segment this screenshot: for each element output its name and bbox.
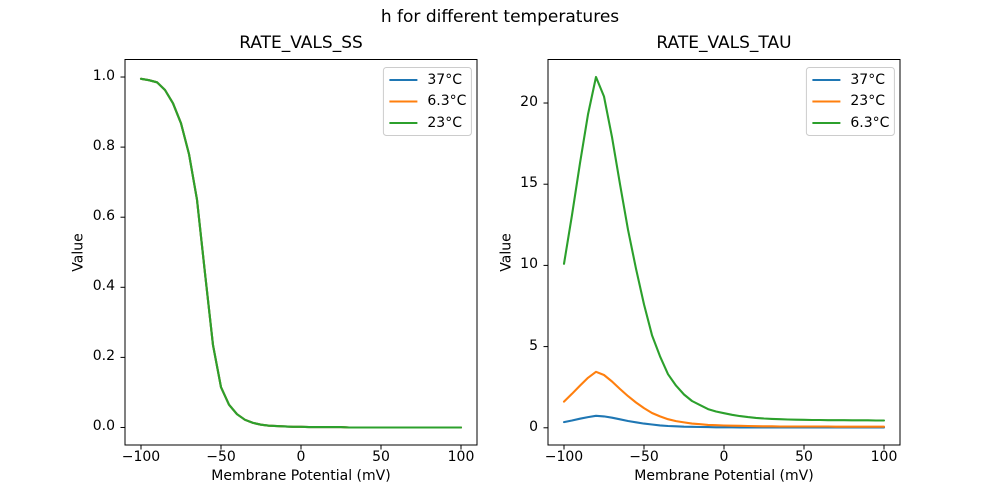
series-line-green	[139, 77, 463, 429]
legend-label: 6.3°C	[850, 114, 890, 131]
y-tick-label: 0	[529, 418, 538, 435]
y-tick-label: 0.4	[92, 278, 115, 295]
y-tick-label: 10	[520, 256, 538, 273]
figure-suptitle: h for different temperatures	[380, 7, 620, 27]
legend-box	[382, 67, 472, 136]
series-line-green	[562, 75, 886, 422]
x-tick-label: −100	[544, 449, 584, 465]
x-tick-label: 0	[296, 449, 306, 465]
y-tick-label: 0.2	[92, 348, 115, 365]
x-tick-label: −100	[121, 449, 161, 465]
x-tick-label: 100	[870, 449, 898, 465]
y-tick-label: 1.0	[92, 68, 115, 85]
x-tick-label: 50	[795, 449, 813, 465]
legend-box	[805, 67, 895, 136]
y-tick-label: 5	[529, 337, 538, 354]
y-tick-label: 0.0	[92, 418, 115, 435]
y-tick-label: 0.6	[92, 208, 115, 225]
subplot-tau-xlabel: Membrane Potential (mV)	[634, 468, 814, 484]
legend-label: 37°C	[850, 71, 885, 88]
x-tick-label: −50	[206, 449, 236, 465]
subplot-ss-xlabel: Membrane Potential (mV)	[211, 468, 391, 484]
y-tick-label: 15	[520, 175, 538, 192]
subplot-ss-ylabel: Value	[70, 233, 87, 272]
subplot-ss-title: RATE_VALS_SS	[239, 33, 363, 53]
series-line-orange	[562, 370, 886, 428]
y-tick-label: 0.8	[92, 138, 115, 155]
x-tick-label: 0	[719, 449, 729, 465]
y-tick-label: 20	[520, 94, 538, 111]
x-tick-label: 100	[447, 449, 475, 465]
x-tick-label: 50	[372, 449, 390, 465]
x-tick-label: −50	[629, 449, 659, 465]
legend-label: 23°C	[427, 114, 462, 131]
subplot-tau-title: RATE_VALS_TAU	[656, 33, 792, 53]
legend-label: 23°C	[850, 93, 885, 109]
legend-label: 37°C	[427, 71, 462, 88]
legend-label: 6.3°C	[427, 93, 467, 109]
